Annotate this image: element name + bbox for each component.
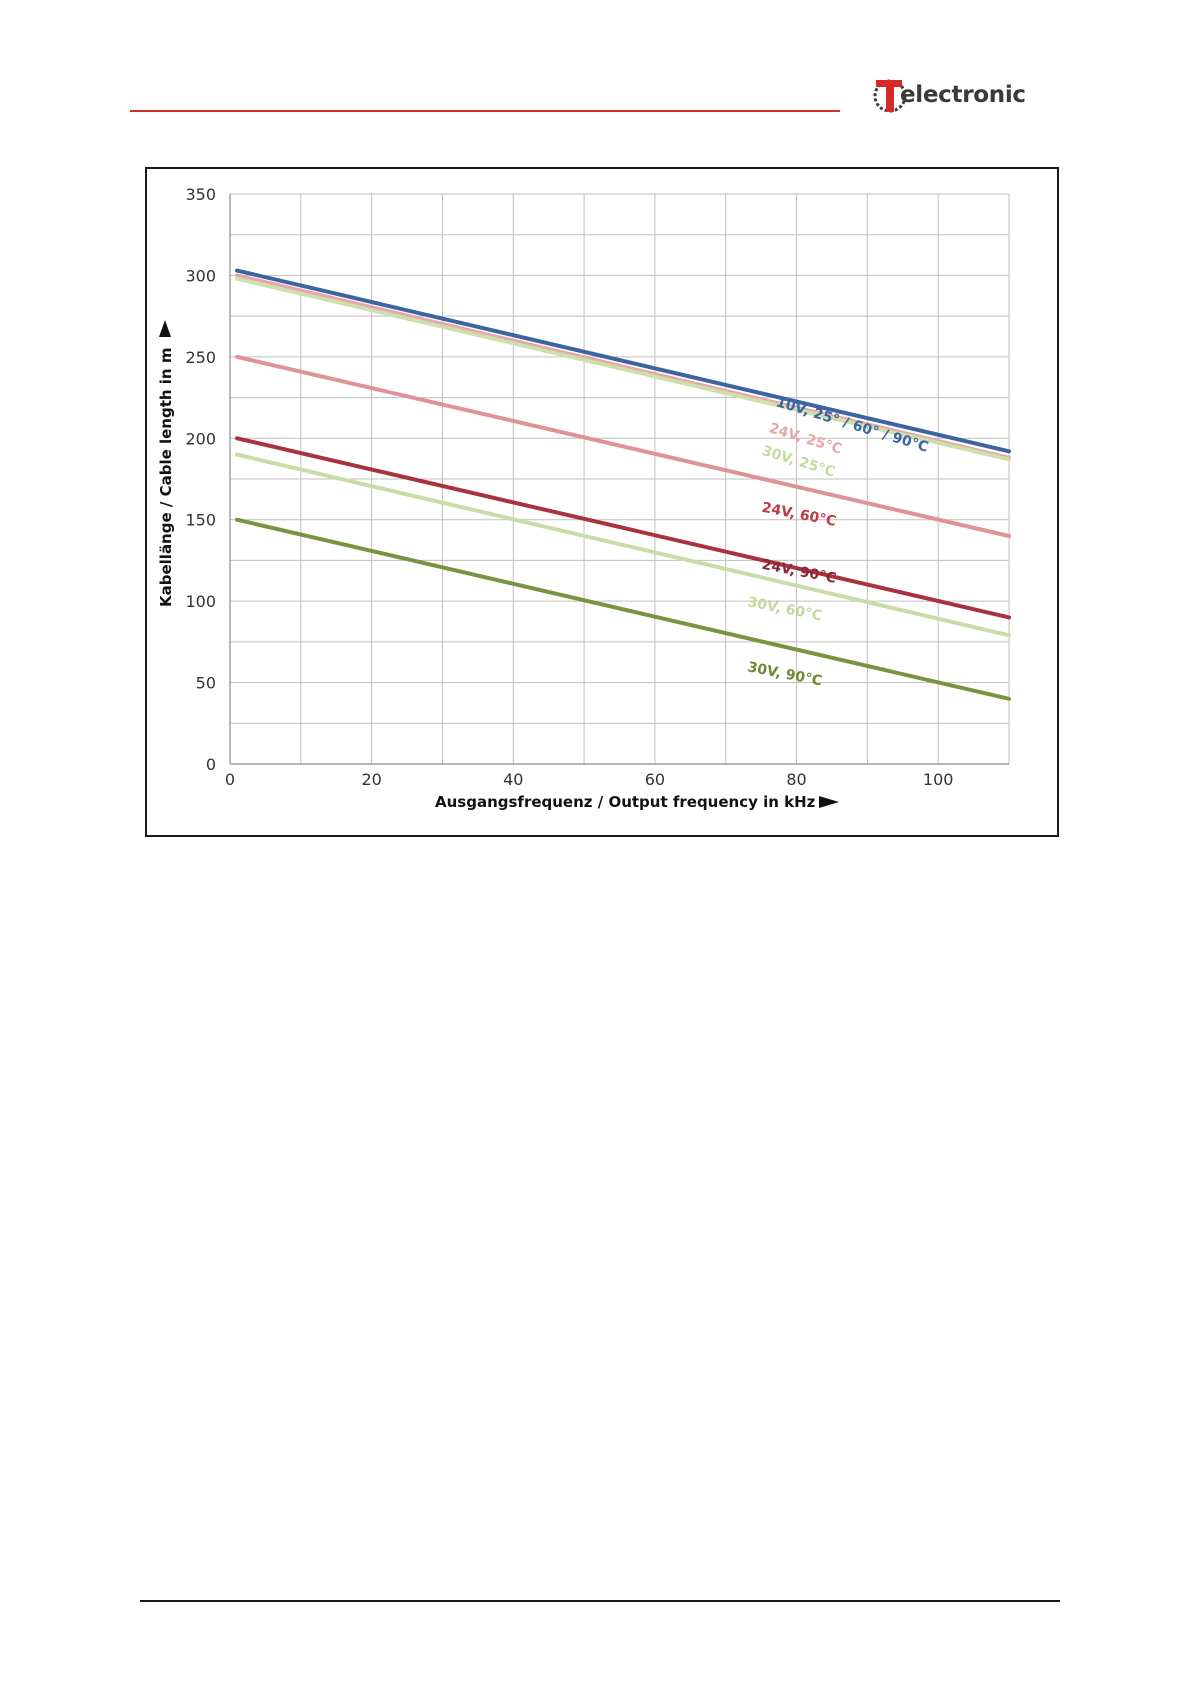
series-line [235, 436, 1011, 620]
y-tick-label: 250 [185, 348, 216, 367]
series-line [235, 354, 1011, 538]
y-tick-label: 300 [185, 266, 216, 285]
tr-electronic-logo: electronic [872, 74, 1062, 120]
chart-series [235, 268, 1011, 701]
y-tick-label: 200 [185, 429, 216, 448]
x-tick-label: 100 [923, 770, 954, 789]
chart-tick-labels: 0 50 100 150 200 250 300 350 0 20 40 60 80 100 [185, 185, 953, 789]
y-tick-label: 0 [206, 755, 216, 774]
y-tick-label: 150 [185, 511, 216, 530]
logo-wordmark: electronic [900, 82, 1026, 108]
logo-emblem-icon [873, 79, 907, 113]
y-axis-title: Kabellänge / Cable length in m [157, 348, 175, 607]
y-tick-label: 50 [196, 674, 216, 693]
chart-grid [229, 193, 1010, 765]
x-axis-title: Ausgangsfrequenz / Output frequency in k… [435, 793, 816, 811]
y-tick-label: 350 [185, 185, 216, 204]
series-line [235, 276, 1011, 462]
series-line [235, 452, 1011, 638]
x-axis-arrow-icon [819, 796, 839, 808]
y-axis-arrow-icon [159, 320, 171, 337]
series-label: 30V, 60°C [746, 594, 823, 624]
series-line [235, 517, 1011, 701]
chart-frame: 10V, 25° / 60° / 90°C 24V, 25°C 30V, 25°C 2… [145, 167, 1059, 837]
series-label: 10V, 25° / 60° / 90°C [774, 394, 930, 456]
x-tick-label: 20 [361, 770, 381, 789]
x-tick-label: 40 [503, 770, 523, 789]
series-line [235, 268, 1011, 454]
series-label: 24V, 90°C [760, 557, 837, 587]
header-rule [130, 110, 840, 112]
x-tick-label: 60 [645, 770, 665, 789]
footer-rule [140, 1600, 1060, 1602]
x-tick-label: 80 [786, 770, 806, 789]
series-label: 30V, 90°C [746, 659, 823, 689]
series-label: 24V, 60°C [760, 500, 837, 530]
x-tick-label: 0 [225, 770, 235, 789]
y-tick-label: 100 [185, 592, 216, 611]
